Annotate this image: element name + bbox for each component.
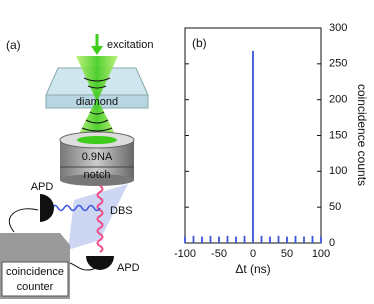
setup-diagram: (a) excitation diamond 0.9NA notch APD D… bbox=[0, 34, 153, 299]
y-axis-label: coincidence counts bbox=[355, 84, 369, 186]
x-tick-label: 0 bbox=[250, 248, 256, 260]
beam bbox=[76, 56, 118, 102]
y-tick-label: 300 bbox=[329, 22, 347, 34]
counter-label: counter bbox=[17, 281, 54, 293]
y-tick-label: 0 bbox=[329, 237, 335, 249]
panel-label: (a) bbox=[6, 38, 21, 52]
apd-label: APD bbox=[117, 262, 140, 274]
y-tick-label: 150 bbox=[329, 129, 347, 141]
splitter-label: DBS bbox=[110, 205, 133, 217]
objective-label: 0.9NA bbox=[82, 151, 113, 163]
y-tick-label: 250 bbox=[329, 58, 347, 70]
wavefronts bbox=[81, 77, 113, 132]
x-tick-label: 50 bbox=[281, 248, 293, 260]
apd bbox=[40, 194, 54, 222]
x-tick-label: -50 bbox=[211, 248, 227, 260]
x-axis-label: Δt (ns) bbox=[235, 262, 270, 276]
y-tick-label: 200 bbox=[329, 94, 347, 106]
diamond-label: diamond bbox=[76, 96, 118, 108]
apd-label: APD bbox=[31, 181, 54, 193]
lens bbox=[77, 136, 117, 144]
y-tick-label: 50 bbox=[329, 201, 341, 213]
filter-label: notch bbox=[84, 169, 111, 181]
x-tick-label: 100 bbox=[312, 248, 330, 260]
arrow-head bbox=[91, 46, 103, 55]
x-tick-label: -100 bbox=[174, 248, 196, 260]
panel-label: (b) bbox=[192, 36, 207, 50]
excitation-label: excitation bbox=[107, 39, 153, 51]
y-tick-label: 100 bbox=[329, 165, 347, 177]
apd bbox=[86, 256, 114, 270]
counter-panel bbox=[1, 261, 69, 297]
blue-path bbox=[51, 204, 101, 212]
red-path bbox=[96, 185, 104, 253]
counter-label: coincidence bbox=[6, 266, 64, 278]
chart: (b) Δt (ns) coincidence counts 0 50 100 150… bbox=[174, 22, 369, 276]
objective-bottom bbox=[60, 174, 134, 186]
